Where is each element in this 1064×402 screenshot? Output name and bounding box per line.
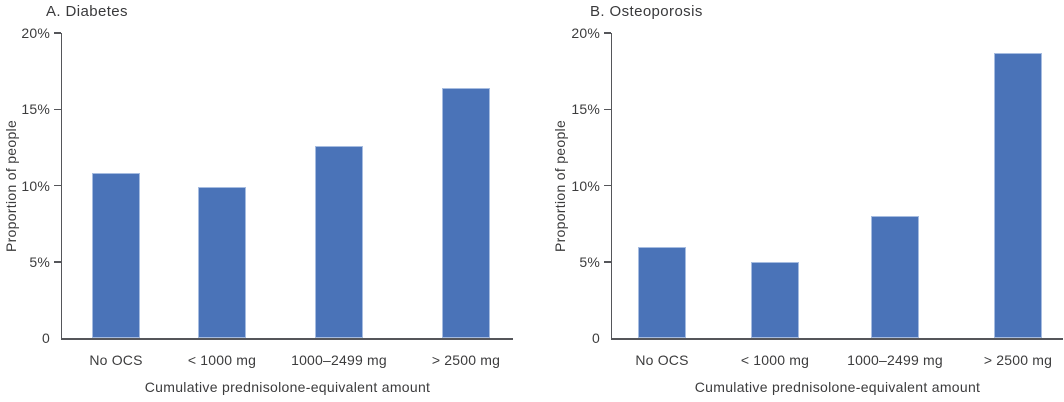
- chart-title-diabetes: A. Diabetes: [46, 3, 128, 20]
- bar--1000-mg: [198, 187, 246, 338]
- bar--2500-mg: [442, 87, 490, 338]
- y-tick-label: 5%: [579, 253, 600, 270]
- bar--2500-mg: [994, 52, 1042, 338]
- y-tick-label: 20%: [571, 25, 600, 41]
- bar-no-ocs: [638, 246, 686, 338]
- bar--1000-mg: [751, 261, 799, 338]
- x-axis-line: [610, 338, 1063, 340]
- y-tick-label: 15%: [21, 101, 50, 118]
- y-axis-title: Proportion of people: [552, 119, 568, 252]
- x-axis-title: Cumulative prednisolone-equivalent amoun…: [694, 379, 981, 395]
- y-axis-line: [610, 33, 612, 338]
- x-category-label: < 1000 mg: [740, 352, 810, 368]
- bar-no-ocs: [92, 173, 140, 338]
- x-category-label: No OCS: [635, 352, 689, 368]
- y-axis-title-box-b: Proportion of people: [549, 33, 571, 338]
- x-axis-line: [60, 338, 513, 340]
- y-tick: [53, 32, 61, 34]
- y-tick: [53, 108, 61, 110]
- y-tick-label: 10%: [21, 177, 50, 194]
- chart-title-osteoporosis: B. Osteoporosis: [590, 3, 703, 20]
- y-tick: [603, 184, 611, 187]
- y-tick-label: 20%: [21, 25, 50, 41]
- x-category-label: 1000–2499 mg: [847, 352, 943, 368]
- x-category-label: > 2500 mg: [431, 352, 501, 368]
- y-tick-label: 0: [42, 330, 50, 346]
- x-axis-title: Cumulative prednisolone-equivalent amoun…: [144, 379, 431, 395]
- y-tick: [603, 108, 611, 110]
- x-category-label: No OCS: [89, 352, 143, 368]
- x-category-label: > 2500 mg: [983, 352, 1053, 368]
- y-tick: [53, 184, 61, 187]
- bar-1000-2499-mg: [315, 145, 363, 338]
- y-tick-label: 10%: [571, 177, 600, 194]
- y-tick-label: 15%: [571, 101, 600, 118]
- y-tick: [53, 261, 61, 263]
- y-tick: [603, 261, 611, 263]
- x-category-label: < 1000 mg: [187, 352, 257, 368]
- y-axis-line: [60, 33, 62, 338]
- y-tick-label: 0: [592, 330, 600, 346]
- bar-1000-2499-mg: [871, 216, 919, 338]
- x-category-label: 1000–2499 mg: [291, 352, 387, 368]
- y-tick-label: 5%: [29, 253, 50, 270]
- y-tick: [603, 32, 611, 34]
